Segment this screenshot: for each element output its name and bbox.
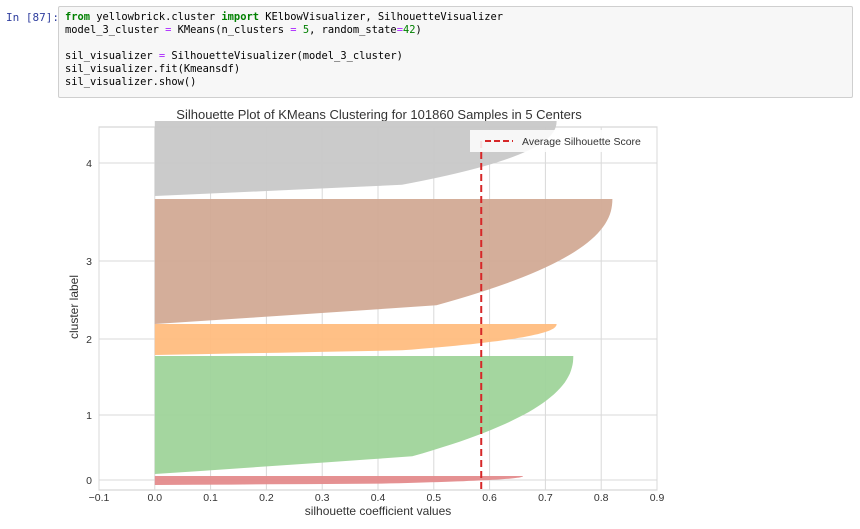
legend: Average Silhouette Score bbox=[470, 130, 654, 152]
x-tick-label: 0.6 bbox=[482, 492, 497, 504]
y-tick-label: 2 bbox=[86, 334, 92, 346]
x-tick-label: 0.2 bbox=[259, 492, 274, 504]
code-line: from yellowbrick.cluster import KElbowVi… bbox=[65, 11, 503, 23]
legend-box bbox=[470, 130, 654, 152]
cluster-1-area bbox=[154, 356, 574, 474]
cluster-0-area bbox=[154, 476, 524, 485]
legend-label: Average Silhouette Score bbox=[522, 136, 641, 148]
cluster-areas bbox=[154, 121, 613, 485]
x-tick-label: 0.8 bbox=[594, 492, 609, 504]
y-axis-ticks: 0 1 2 3 4 bbox=[86, 158, 92, 487]
x-tick-label: 0.1 bbox=[203, 492, 218, 504]
y-tick-label: 1 bbox=[86, 410, 92, 422]
x-tick-label: 0.7 bbox=[538, 492, 553, 504]
silhouette-chart: Silhouette Plot of KMeans Clustering for… bbox=[67, 107, 665, 518]
y-tick-label: 0 bbox=[86, 475, 92, 487]
x-tick-label: 0.0 bbox=[147, 492, 162, 504]
cluster-3-area bbox=[154, 199, 613, 324]
x-tick-label: 0.5 bbox=[426, 492, 441, 504]
x-tick-label: −0.1 bbox=[89, 492, 110, 504]
y-tick-label: 4 bbox=[86, 158, 92, 170]
cell-prompt: In [87]: bbox=[6, 11, 59, 24]
x-tick-label: 0.9 bbox=[650, 492, 665, 504]
code-line: sil_visualizer.show() bbox=[65, 76, 197, 88]
x-tick-label: 0.3 bbox=[315, 492, 330, 504]
x-tick-label: 0.4 bbox=[371, 492, 386, 504]
y-tick-label: 3 bbox=[86, 256, 92, 268]
code-line: sil_visualizer = SilhouetteVisualizer(mo… bbox=[65, 50, 403, 62]
x-axis-label: silhouette coefficient values bbox=[305, 504, 452, 518]
code-editor[interactable]: from yellowbrick.cluster import KElbowVi… bbox=[58, 6, 853, 98]
cluster-2-area bbox=[154, 324, 557, 355]
cluster-4-area bbox=[154, 121, 557, 196]
chart-title: Silhouette Plot of KMeans Clustering for… bbox=[176, 107, 582, 122]
code-line: sil_visualizer.fit(Kmeansdf) bbox=[65, 63, 241, 75]
x-axis-ticks: −0.1 0.0 0.1 0.2 0.3 0.4 0.5 0.6 0.7 0.8 0.9 bbox=[89, 492, 665, 504]
output-area: Silhouette Plot of KMeans Clustering for… bbox=[62, 103, 672, 527]
y-axis-label: cluster label bbox=[67, 275, 81, 339]
code-line bbox=[65, 37, 846, 50]
code-line: model_3_cluster = KMeans(n_clusters = 5,… bbox=[65, 24, 422, 36]
